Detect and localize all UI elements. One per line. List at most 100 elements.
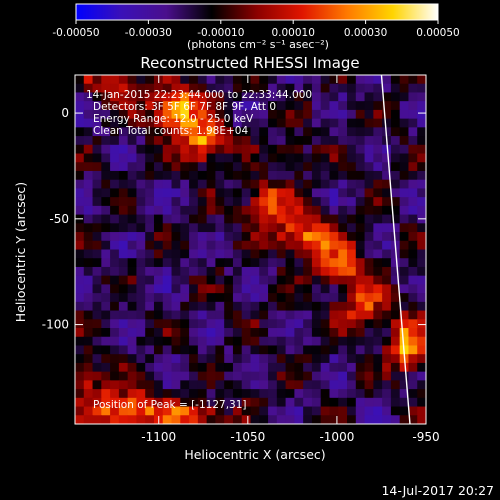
heatmap-cell: [329, 249, 339, 259]
heatmap-cell: [355, 301, 366, 312]
heatmap-cell: [382, 179, 392, 190]
heatmap-cell: [364, 301, 374, 312]
heatmap-cell: [347, 109, 357, 120]
heatmap-cell: [206, 258, 217, 268]
heatmap-cell: [347, 258, 357, 268]
heatmap-cell: [145, 266, 155, 277]
heatmap-cell: [145, 223, 155, 233]
heatmap-cell: [162, 310, 173, 320]
heatmap-cell: [417, 328, 426, 338]
heatmap-cell: [259, 162, 269, 172]
heatmap-cell: [329, 240, 339, 251]
heatmap-cell: [285, 328, 295, 338]
heatmap-cell: [92, 301, 102, 312]
heatmap-cell: [294, 162, 304, 172]
heatmap-cell: [382, 249, 392, 259]
heatmap-cell: [364, 118, 374, 128]
heatmap-cell: [241, 214, 252, 224]
heatmap-cell: [417, 275, 426, 285]
heatmap-cell: [224, 109, 234, 120]
heatmap-cell: [232, 266, 243, 277]
colorbar-tick-label: -0.00030: [125, 27, 172, 39]
heatmap-cell: [136, 75, 146, 85]
heatmap-cell: [136, 389, 146, 399]
heatmap-cell: [232, 240, 243, 251]
heatmap-cell: [92, 205, 102, 216]
heatmap-cell: [338, 232, 348, 242]
heatmap-cell: [83, 319, 94, 329]
heatmap-cell: [338, 319, 348, 329]
heatmap-cell: [189, 319, 199, 329]
heatmap-cell: [180, 319, 190, 329]
heatmap-cell: [417, 293, 426, 303]
heatmap-cell: [338, 328, 348, 338]
heatmap-cell: [101, 188, 111, 198]
heatmap-cell: [206, 127, 217, 137]
heatmap-cell: [285, 162, 295, 172]
solar-limb-line: [380, 75, 411, 424]
heatmap-cell: [285, 362, 295, 373]
heatmap-cell: [83, 101, 94, 111]
heatmap-cell: [153, 301, 164, 312]
heatmap-cell: [250, 214, 260, 224]
heatmap-cell: [110, 406, 120, 416]
heatmap-cell: [110, 397, 120, 408]
heatmap-cell: [408, 284, 418, 294]
heatmap-cell: [215, 92, 225, 102]
heatmap-cell: [75, 397, 85, 408]
heatmap-cell: [329, 136, 339, 146]
heatmap-cell: [110, 170, 120, 181]
heatmap-cell: [347, 162, 357, 172]
heatmap-cell: [285, 144, 295, 155]
heatmap-cell: [162, 188, 173, 198]
heatmap-cell: [338, 109, 348, 120]
heatmap-cell: [153, 310, 164, 320]
heatmap-cell: [127, 127, 138, 137]
heatmap-cell: [373, 293, 383, 303]
heatmap-cell: [417, 266, 426, 277]
colorbar: -0.00050 -0.00030 -0.00010 0.00010 0.00030 0.…: [52, 3, 460, 51]
heatmap-cell: [250, 118, 260, 128]
heatmap-cell: [101, 345, 111, 355]
heatmap-cell: [110, 284, 120, 294]
heatmap-cell: [127, 389, 138, 399]
heatmap-cell: [215, 249, 225, 259]
heatmap-cell: [241, 223, 252, 233]
heatmap-cell: [259, 118, 269, 128]
heatmap-cell: [241, 284, 252, 294]
heatmap-cell: [110, 214, 120, 224]
heatmap-cell: [110, 144, 120, 155]
heatmap-cell: [399, 362, 410, 373]
heatmap-cell: [320, 83, 331, 94]
heatmap-cell: [136, 406, 146, 416]
heatmap-cell: [215, 354, 225, 364]
heatmap-cell: [232, 380, 243, 390]
heatmap-cell: [180, 240, 190, 251]
heatmap-cell: [347, 136, 357, 146]
heatmap-cell: [180, 223, 190, 233]
heatmap-cell: [224, 371, 234, 381]
heatmap-cell: [303, 179, 313, 190]
heatmap-cell: [118, 232, 129, 242]
heatmap-cell: [417, 75, 426, 85]
heatmap-cell: [303, 144, 313, 155]
heatmap-cell: [189, 293, 199, 303]
heatmap-cell: [127, 162, 138, 172]
heatmap-cell: [364, 266, 374, 277]
heatmap-cell: [329, 223, 339, 233]
heatmap-cell: [390, 144, 401, 155]
heatmap-cell: [189, 301, 199, 312]
heatmap-cell: [320, 197, 331, 207]
heatmap-cell: [110, 127, 120, 137]
heatmap-cell: [215, 197, 225, 207]
heatmap-cell: [189, 258, 199, 268]
heatmap-cell: [355, 153, 366, 163]
heatmap-cell: [268, 293, 278, 303]
heatmap-cell: [83, 118, 94, 128]
heatmap-cell: [329, 188, 339, 198]
heatmap-cell: [206, 197, 217, 207]
heatmap-cell: [303, 101, 313, 111]
heatmap-cell: [364, 415, 374, 424]
annotations: 14-Jan-2015 22:23:44.000 to 22:33:44.000…: [86, 89, 312, 411]
heatmap-cell: [136, 232, 146, 242]
